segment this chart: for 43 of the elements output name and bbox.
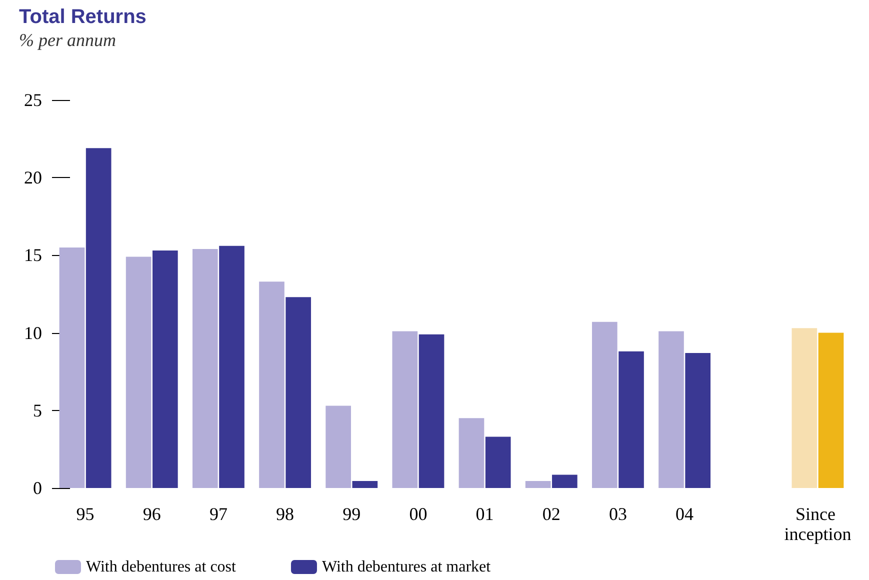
y-tick-label: 5 bbox=[33, 400, 42, 420]
bar bbox=[86, 148, 112, 488]
bar bbox=[458, 418, 484, 488]
bar bbox=[485, 436, 511, 488]
bar bbox=[286, 297, 312, 488]
bar bbox=[618, 351, 644, 488]
bar bbox=[152, 250, 178, 488]
bar bbox=[592, 322, 618, 488]
bar bbox=[259, 282, 284, 488]
y-tick-label: 15 bbox=[24, 245, 42, 266]
bar bbox=[418, 334, 444, 488]
bar bbox=[552, 474, 578, 488]
x-tick-label: 95 bbox=[76, 504, 94, 524]
legend-label: With debentures at market bbox=[322, 558, 492, 576]
y-tick-label: 20 bbox=[24, 168, 42, 188]
y-tick-label: 10 bbox=[24, 322, 42, 343]
bar bbox=[59, 247, 85, 488]
y-tick-label: 0 bbox=[33, 478, 42, 498]
x-tick-label: 02 bbox=[542, 504, 560, 524]
bar bbox=[126, 256, 152, 488]
bar bbox=[818, 332, 844, 488]
bar bbox=[219, 246, 244, 488]
x-tick-label: 03 bbox=[608, 504, 627, 524]
legend-label: With debentures at cost bbox=[86, 558, 237, 576]
x-tick-label: 00 bbox=[409, 504, 428, 524]
x-tick-label: 04 bbox=[676, 504, 694, 524]
x-tick-label: Since inception bbox=[784, 504, 852, 544]
x-tick-label: 99 bbox=[342, 504, 361, 524]
bar bbox=[352, 481, 378, 488]
y-tick-label: 25 bbox=[24, 90, 42, 110]
x-tick-label: 96 bbox=[142, 504, 161, 524]
x-tick-label: 98 bbox=[276, 504, 294, 524]
chart-subtitle: % per annum bbox=[19, 30, 116, 50]
bar bbox=[392, 331, 418, 488]
bar bbox=[792, 328, 818, 488]
bar bbox=[326, 406, 351, 488]
bar bbox=[685, 352, 711, 488]
x-tick-label: 01 bbox=[476, 504, 494, 524]
chart-title: Total Returns bbox=[19, 6, 146, 28]
bar bbox=[525, 481, 551, 488]
bar bbox=[192, 248, 218, 488]
x-tick-label: 97 bbox=[209, 504, 228, 524]
bar bbox=[658, 331, 684, 488]
